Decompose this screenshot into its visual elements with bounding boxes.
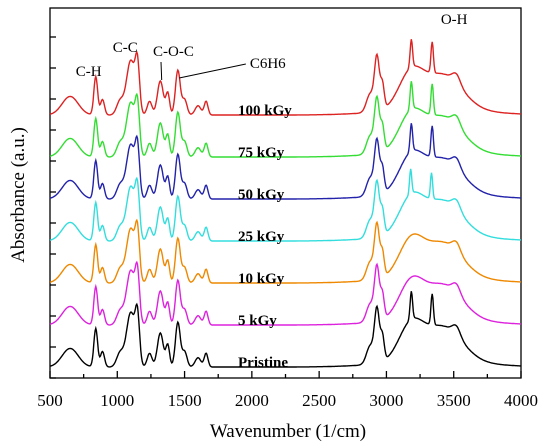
spectrum-line	[49, 81, 521, 158]
spectrum-line	[49, 39, 521, 116]
spectrum-line	[49, 291, 521, 368]
series-label: 10 kGy	[238, 271, 285, 287]
x-tick-label: 3500	[437, 391, 471, 410]
y-axis-title: Absorbance (a.u.)	[8, 127, 29, 263]
annotation-leader	[179, 63, 246, 79]
series-label: 75 kGy	[238, 145, 285, 161]
x-tick-label: 3000	[369, 391, 403, 410]
spectrum-line	[49, 123, 521, 200]
x-axis-title: Wavenumber (1/cm)	[210, 421, 366, 442]
series-label: Pristine	[238, 355, 288, 371]
series-labels: Pristine 5 kGy 10 kGy 25 kGy 50 kGy 75 kGy 100…	[238, 103, 292, 371]
peak-annotation: O-H	[441, 12, 468, 28]
x-tick-label: 2000	[235, 391, 269, 410]
peak-annotation: C-C	[113, 40, 138, 56]
series-lines	[49, 39, 521, 368]
x-tick-label: 1500	[168, 391, 202, 410]
x-axis-ticks: 500 1000 1500 2000 2500 3000 3500 4000	[37, 36, 538, 410]
x-tick-label: 1000	[100, 391, 134, 410]
x-tick-label: 4000	[504, 391, 538, 410]
spectrum-line	[49, 218, 521, 284]
spectrum-line	[49, 168, 521, 242]
x-tick-label: 500	[37, 391, 63, 410]
series-label: 50 kGy	[238, 187, 285, 203]
annotation-leader	[160, 61, 163, 81]
peak-annotation: C6H6	[250, 56, 286, 72]
peak-annotation: C-O-C	[153, 44, 194, 60]
peak-annotations: C-H C-C C-O-C C6H6 O-H	[76, 12, 468, 81]
peak-annotation: C-H	[76, 64, 102, 80]
spectrum-line	[49, 260, 521, 326]
series-label: 100 kGy	[238, 103, 292, 119]
series-label: 25 kGy	[238, 229, 285, 245]
x-tick-label: 2500	[302, 391, 336, 410]
series-label: 5 kGy	[238, 313, 277, 329]
